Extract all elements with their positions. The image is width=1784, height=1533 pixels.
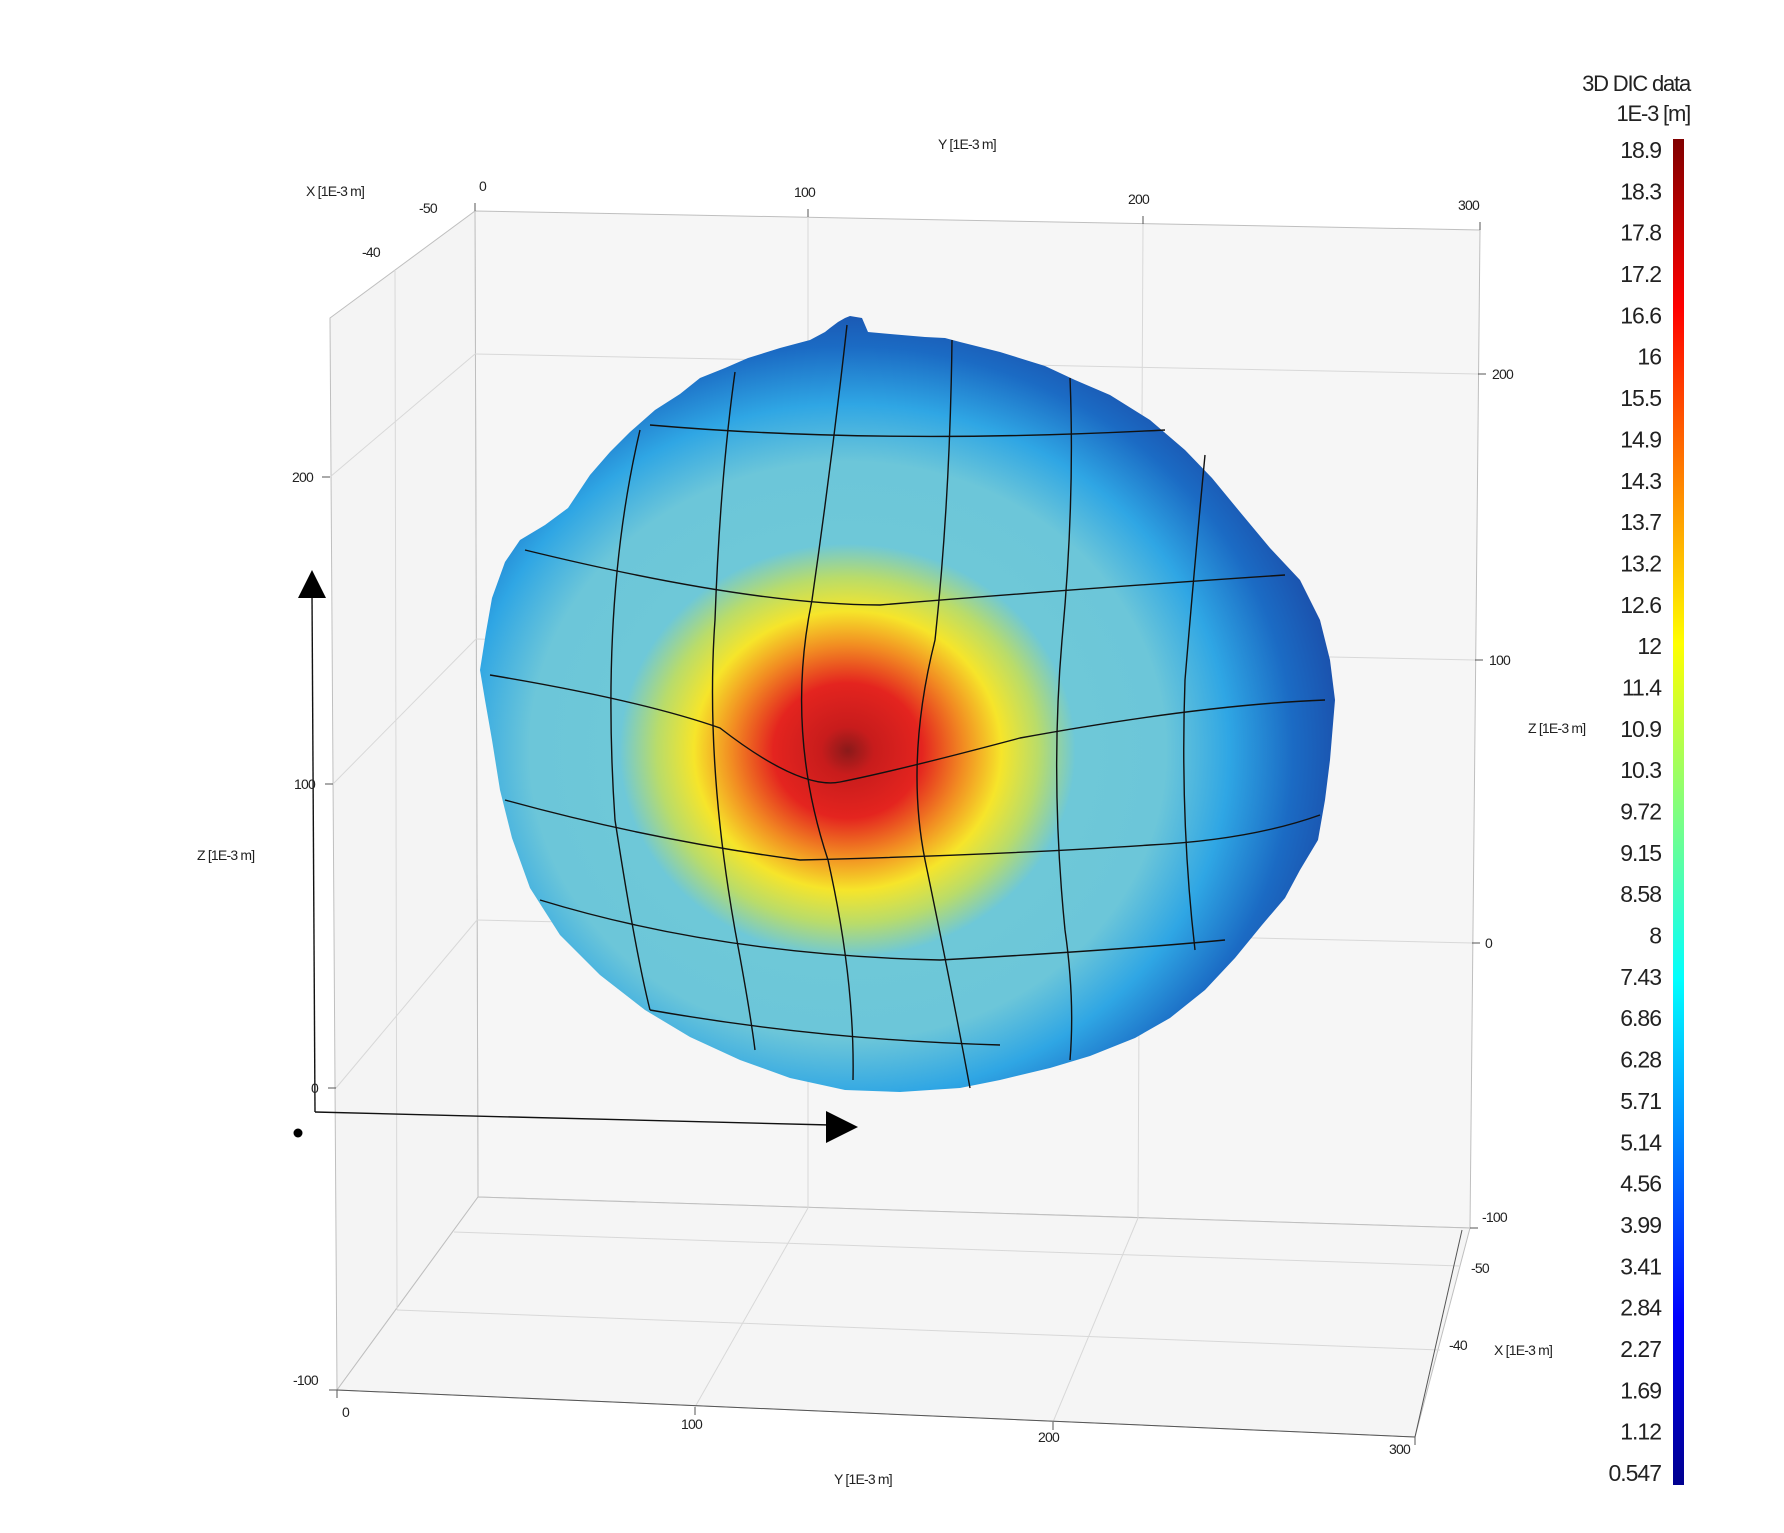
x-axis-bottomright-tick: -40 — [1449, 1337, 1468, 1353]
colorbar-tick-label: 6.86 — [1620, 1005, 1661, 1031]
tick-marks — [322, 203, 1486, 1445]
colorbar-tick-label: 14.9 — [1620, 426, 1661, 452]
colorbar-tick-label: 15.5 — [1620, 385, 1661, 411]
colorbar-ticks: 18.9 18.3 17.8 17.2 16.6 16 15.5 14.9 14.3 13.7 13… — [1608, 137, 1663, 1486]
z-axis-left-tick: 0 — [311, 1080, 319, 1096]
y-axis-top-tick: 0 — [479, 178, 487, 194]
colorbar-tick-label: 16.6 — [1620, 302, 1661, 328]
y-axis-top-tick: 100 — [794, 184, 816, 200]
direction-arrows — [293, 570, 858, 1143]
colorbar-tick-label: 12 — [1637, 633, 1661, 659]
y-axis-top: Y [1E-3 m] 0 100 200 300 — [479, 136, 1481, 213]
colorbar-tick-label: 3.99 — [1620, 1212, 1661, 1238]
dic-surface — [480, 316, 1335, 1092]
z-axis-right-tick: 0 — [1485, 935, 1493, 951]
y-arrow-icon — [826, 1111, 858, 1143]
colorbar-tick-label: 5.14 — [1620, 1129, 1662, 1155]
colorbar-tick-label: 2.84 — [1620, 1295, 1662, 1321]
colorbar-tick-label: 17.2 — [1620, 261, 1661, 287]
z-axis-left-tick: -100 — [293, 1372, 319, 1388]
x-axis-topleft-label: X [1E-3 m] — [306, 183, 364, 199]
colorbar-tick-label: 4.56 — [1620, 1171, 1661, 1197]
colorbar-tick-label: 11.4 — [1622, 674, 1662, 700]
y-axis-bottom-tick: 300 — [1389, 1441, 1411, 1457]
colorbar-gradient — [1673, 139, 1684, 1485]
z-axis-left-label: Z [1E-3 m] — [197, 847, 254, 863]
y-axis-bottom-tick: 200 — [1038, 1429, 1060, 1445]
colorbar-tick-label: 8 — [1649, 923, 1661, 949]
floor-pane — [336, 1196, 1471, 1438]
y-axis-top-tick: 200 — [1128, 191, 1150, 207]
colorbar-tick-label: 0.547 — [1608, 1460, 1661, 1486]
z-axis-left-tick: 200 — [292, 469, 314, 485]
x-axis-bottomright: X [1E-3 m] -50 -40 — [1414, 1229, 1553, 1438]
colorbar-tick-label: 9.72 — [1620, 799, 1661, 825]
colorbar-tick-label: 10.9 — [1620, 716, 1661, 742]
z-axis-right-label: Z [1E-3 m] — [1528, 720, 1585, 736]
colorbar-tick-label: 3.41 — [1620, 1253, 1661, 1279]
colorbar-tick-label: 17.8 — [1620, 220, 1661, 246]
y-axis-bottom-tick: 0 — [342, 1404, 350, 1420]
colorbar-tick-label: 7.43 — [1620, 964, 1661, 990]
x-axis-topleft-tick: -40 — [362, 244, 381, 260]
z-arrow-icon — [298, 570, 326, 598]
y-axis-bottom-label: Y [1E-3 m] — [834, 1471, 892, 1487]
colorbar-tick-label: 1.69 — [1620, 1377, 1661, 1403]
colorbar-unit: 1E-3 [m] — [1616, 101, 1690, 126]
colorbar-tick-label: 6.28 — [1620, 1047, 1661, 1073]
colorbar-tick-label: 2.27 — [1620, 1336, 1661, 1362]
colorbar-tick-label: 5.71 — [1620, 1088, 1661, 1114]
x-axis-bottomright-tick: -50 — [1471, 1260, 1490, 1276]
colorbar-tick-label: 1.12 — [1620, 1419, 1661, 1445]
z-axis-right-tick: 100 — [1489, 652, 1511, 668]
colorbar-tick-label: 18.3 — [1620, 178, 1661, 204]
surface-mesh — [489, 324, 1326, 1089]
x-axis-topleft: X [1E-3 m] -50 -40 — [306, 183, 439, 260]
colorbar: 3D DIC data 1E-3 [m] 18.9 18.3 17.8 17.2 16.… — [1582, 71, 1693, 1486]
z-axis-right: Z [1E-3 m] 200 100 0 -100 — [1482, 366, 1586, 1225]
colorbar-tick-label: 13.2 — [1620, 550, 1661, 576]
y-axis-bottom-tick: 100 — [681, 1416, 703, 1432]
colorbar-tick-label: 12.6 — [1620, 592, 1661, 618]
colorbar-tick-label: 18.9 — [1620, 137, 1661, 163]
colorbar-title: 3D DIC data — [1582, 71, 1692, 96]
colorbar-tick-label: 14.3 — [1620, 468, 1661, 494]
x-axis-bottomright-label: X [1E-3 m] — [1494, 1342, 1552, 1358]
left-pane — [329, 210, 479, 1392]
colorbar-tick-label: 8.58 — [1620, 881, 1661, 907]
y-axis-top-label: Y [1E-3 m] — [938, 136, 996, 152]
y-axis-bottom: Y [1E-3 m] 0 100 200 300 — [336, 1389, 1416, 1487]
x-axis-topleft-tick: -50 — [419, 200, 438, 216]
origin-dot-icon — [293, 1128, 303, 1138]
z-axis-left-tick: 100 — [294, 776, 316, 792]
colorbar-tick-label: 10.3 — [1620, 757, 1661, 783]
z-axis-right-tick: 200 — [1492, 366, 1514, 382]
colorbar-tick-label: 9.15 — [1620, 840, 1661, 866]
z-axis-right-tick: -100 — [1482, 1209, 1508, 1225]
y-axis-top-tick: 300 — [1458, 197, 1480, 213]
colorbar-tick-label: 16 — [1637, 344, 1661, 370]
z-axis-left: Z [1E-3 m] 200 100 0 -100 — [197, 469, 320, 1388]
colorbar-tick-label: 13.7 — [1620, 509, 1661, 535]
